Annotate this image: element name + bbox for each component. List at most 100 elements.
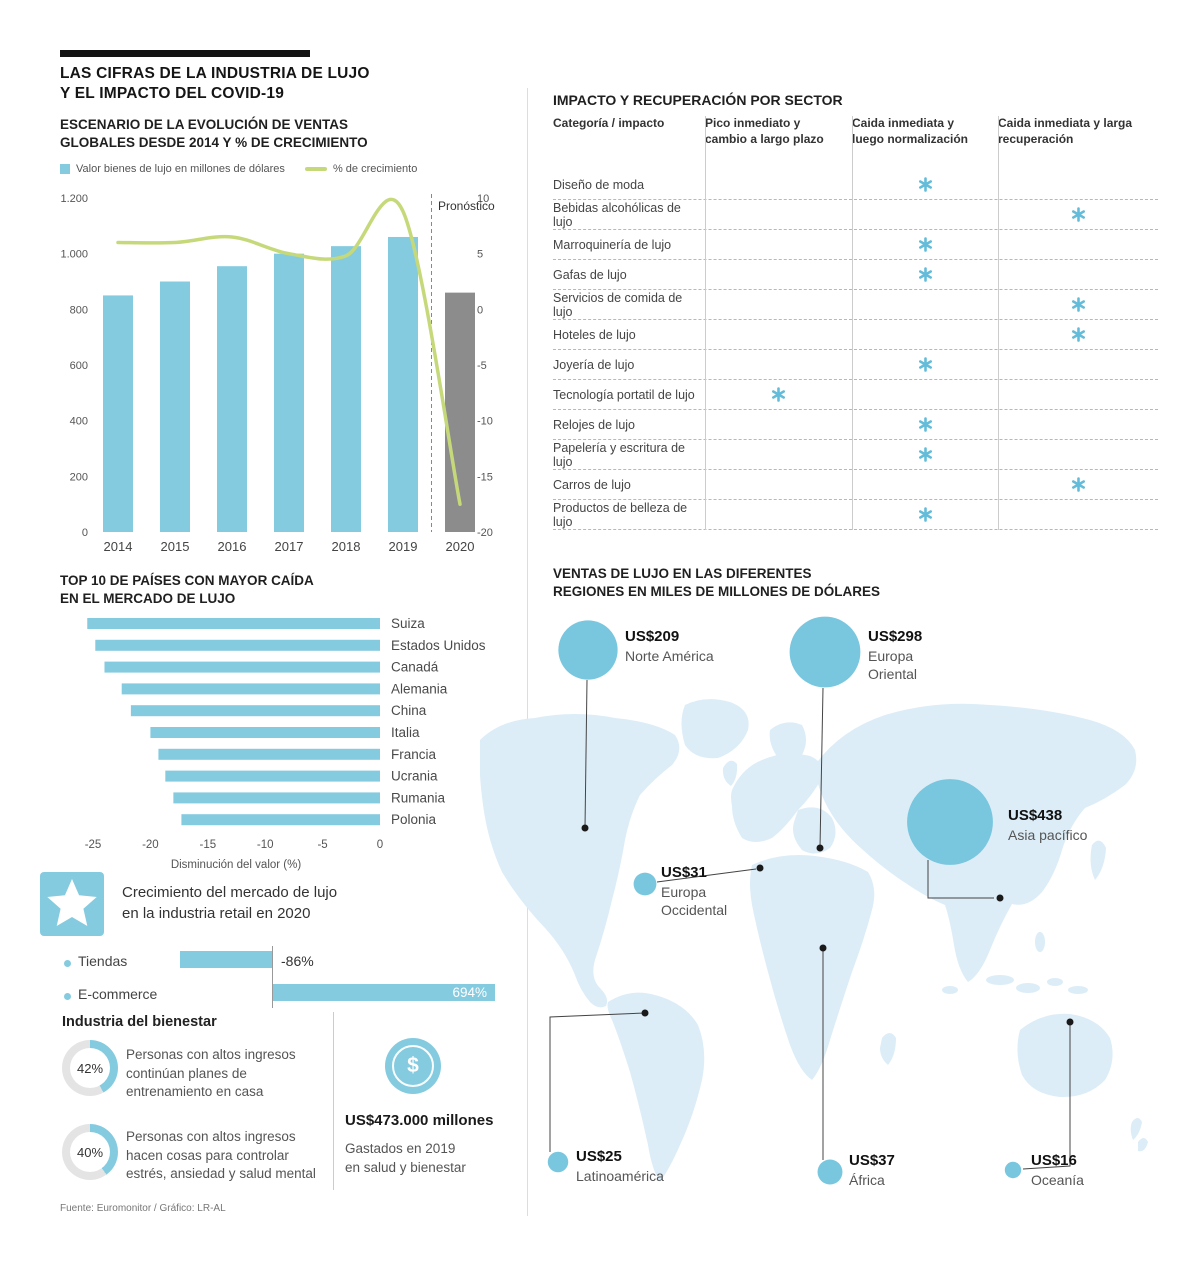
country-bar xyxy=(173,792,380,804)
value-bar xyxy=(103,295,133,532)
tiendas-value: -86% xyxy=(281,953,314,969)
sector-table-header: Categoría / impacto Pico inmediato y cam… xyxy=(553,116,1158,170)
ecommerce-bar: 694% xyxy=(273,984,495,1001)
impact-asterisk-icon xyxy=(918,177,932,192)
impact-asterisk-icon xyxy=(918,447,932,462)
region-value: US$298 xyxy=(868,628,923,645)
y-axis-right-tick: 10 xyxy=(477,193,489,205)
asterisk-line xyxy=(1071,480,1085,489)
impact-mark-cell xyxy=(998,327,1158,342)
wellness-donut-40: 40% xyxy=(62,1124,118,1180)
impact-asterisk-icon xyxy=(772,387,785,402)
region-value: US$31 xyxy=(661,864,707,881)
col-header-normalizacion: Caida inmediata y luego normalización xyxy=(852,116,969,146)
ecommerce-bullet-icon xyxy=(64,993,71,1000)
col-header-pico-inmediato: Pico inmediato y cambio a largo plazo xyxy=(705,116,824,146)
island-shape xyxy=(1016,983,1040,993)
impact-asterisk-icon xyxy=(918,357,932,372)
region-dot xyxy=(756,864,764,872)
country-bar xyxy=(165,770,380,782)
x-axis-tick: -5 xyxy=(317,839,327,851)
country-label: Rumania xyxy=(391,790,446,805)
bar-legend-label: Valor bienes de lujo en millones de dóla… xyxy=(76,163,285,175)
region-name: Norte América xyxy=(625,647,714,664)
wellness-text-42: Personas con altos ingresos continúan pl… xyxy=(126,1047,296,1100)
value-bar xyxy=(160,281,190,532)
y-axis-left-tick: 800 xyxy=(70,304,88,316)
title-line: ESCENARIO DE LA EVOLUCIÓN DE VENTAS xyxy=(60,117,349,132)
impact-mark-cell xyxy=(852,417,998,432)
region-connector xyxy=(1022,1022,1071,1170)
col-header-categoria: Categoría / impacto xyxy=(553,116,665,130)
island-shape xyxy=(986,975,1014,985)
title-line: Y EL IMPACTO DEL COVID-19 xyxy=(60,85,285,103)
map-section-title: VENTAS DE LUJO EN LAS DIFERENTES REGIONE… xyxy=(553,565,880,601)
country-label: Suiza xyxy=(391,616,425,631)
impact-mark-cell xyxy=(852,507,998,522)
region-bubble xyxy=(1004,1161,1022,1179)
continent-shape xyxy=(880,1033,896,1065)
line-swatch-icon xyxy=(304,167,327,171)
continent-shape xyxy=(722,760,738,786)
region-value: US$438 xyxy=(1008,807,1063,824)
y-axis-left-tick: 200 xyxy=(70,471,88,483)
region-label: US$438 Asia pacífico xyxy=(1008,806,1087,844)
island-shape xyxy=(942,986,958,994)
island-shape xyxy=(1047,978,1063,986)
impact-mark-cell xyxy=(705,387,852,402)
impact-mark-cell xyxy=(852,447,998,462)
table-column-divider xyxy=(998,116,999,530)
sector-row-label: Gafas de lujo xyxy=(553,267,627,282)
island-shape xyxy=(1035,932,1045,952)
growth-line xyxy=(116,197,462,506)
impact-asterisk-icon xyxy=(918,507,932,522)
line-legend-label: % de crecimiento xyxy=(332,163,418,175)
title-line: GLOBALES DESDE 2014 Y % DE CRECIMIENTO xyxy=(60,135,368,151)
country-label: Italia xyxy=(391,725,420,740)
impact-asterisk-icon xyxy=(1071,477,1085,492)
caption-line: en salud y bienestar xyxy=(345,1159,466,1175)
continent-shape xyxy=(607,992,705,1182)
forecast-label: Pronóstico xyxy=(438,199,495,213)
region-dot xyxy=(816,844,824,852)
sector-section-title: IMPACTO Y RECUPERACIÓN POR SECTOR xyxy=(553,92,843,108)
sector-row: Gafas de lujo xyxy=(553,260,1158,290)
x-axis-label: 2017 xyxy=(275,539,304,554)
x-axis-tick: -15 xyxy=(199,839,216,851)
title-rule xyxy=(60,50,310,57)
sector-row: Diseño de moda xyxy=(553,170,1158,200)
region-dot xyxy=(641,1009,649,1017)
x-axis-label: 2018 xyxy=(332,539,361,554)
wellness-pct: 42% xyxy=(76,1060,104,1076)
country-bar xyxy=(130,705,380,717)
value-bar xyxy=(217,266,247,532)
sector-row: Papelería y escritura de lujo xyxy=(553,440,1158,470)
ecommerce-value: 694% xyxy=(452,985,487,1000)
country-label: Canadá xyxy=(391,660,439,675)
wellness-pct: 40% xyxy=(76,1144,104,1160)
impact-asterisk-icon xyxy=(918,417,932,432)
tiendas-bar xyxy=(180,951,272,968)
country-bar xyxy=(95,639,380,651)
y-axis-left-tick: 0 xyxy=(82,527,88,539)
country-label: Polonia xyxy=(391,812,437,827)
asterisk-line xyxy=(918,450,932,459)
region-name: África xyxy=(849,1171,885,1188)
country-bar xyxy=(158,748,380,760)
continent-shape xyxy=(750,855,875,1080)
impact-mark-cell xyxy=(852,267,998,282)
continent-shape xyxy=(480,714,680,1008)
sector-row: Productos de belleza de lujo xyxy=(553,500,1158,530)
asterisk-line xyxy=(1071,210,1085,219)
retail-growth-title: Crecimiento del mercado de lujo en la in… xyxy=(122,882,337,924)
sector-row-label: Hoteles de lujo xyxy=(553,327,636,342)
region-bubble xyxy=(907,779,993,865)
wellness-divider xyxy=(333,1012,334,1190)
sector-row-label: Marroquinería de lujo xyxy=(553,237,672,252)
asterisk-line xyxy=(918,240,932,249)
sales-chart-title: ESCENARIO DE LA EVOLUCIÓN DE VENTAS GLOB… xyxy=(60,116,368,152)
region-label: US$25 Latinoamérica xyxy=(576,1147,664,1185)
asterisk-line xyxy=(918,510,932,519)
x-axis-tick: -25 xyxy=(85,839,102,851)
sales-evolution-chart: 1.200 1.000 800 600 400 200 0 10 5 0 -5 -10 -15 -20 Pr… xyxy=(60,193,495,554)
